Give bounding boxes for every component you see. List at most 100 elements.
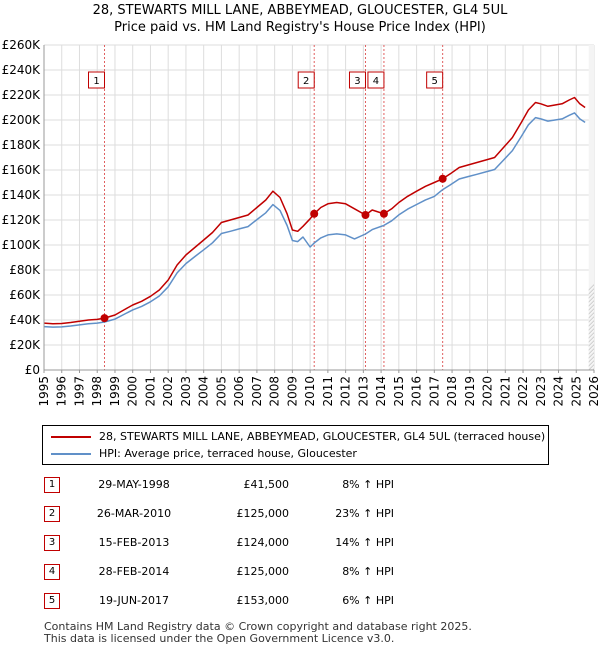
y-tick-label: £120K [2,213,42,227]
footer-licence: This data is licensed under the Open Gov… [44,632,395,645]
sale-label-box [367,71,385,89]
x-tick-label: 2007 [250,376,264,407]
table-row: 5 19-JUN-2017 £153,000 6% ↑ HPI [44,586,394,615]
sale-date: 19-JUN-2017 [98,594,170,607]
sale-label: 1 [93,76,99,87]
hatch-line [588,284,595,291]
sale-price: £153,000 [236,594,290,607]
x-tick-label: 1999 [108,376,122,407]
x-tick-label: 2008 [268,376,282,407]
x-tick-label: 2000 [126,376,140,407]
hatch-line [588,296,595,303]
hatch-line [588,312,595,319]
x-tick-label: 2025 [569,376,583,407]
future-region [588,45,594,370]
x-tick-label: 2014 [374,376,388,407]
sale-points [100,174,447,323]
x-tick-label: 2016 [410,376,424,407]
x-tick-label: 2009 [285,376,299,407]
sale-date: 15-FEB-2013 [98,536,170,549]
x-tick-label: 2004 [197,376,211,407]
y-tick-label: £180K [2,138,42,152]
sale-date: 29-MAY-1998 [98,478,170,491]
legend: 28, STEWARTS MILL LANE, ABBEYMEAD, GLOUC… [42,425,549,465]
x-tick-label: 2006 [232,376,246,407]
y-tick-label: £0 [25,363,40,377]
sale-point [438,174,447,183]
hatch-line [588,352,595,359]
hatch-line [588,288,595,295]
sale-number: 3 [44,534,60,551]
sale-price: £124,000 [236,536,290,549]
sale-number: 5 [44,592,60,609]
x-tick-label: 2018 [445,376,459,407]
x-tick-label: 2024 [552,376,566,407]
x-tick-label: 2010 [303,376,317,407]
x-tick-label: 2023 [534,376,548,407]
legend-label-hpi: HPI: Average price, terraced house, Glou… [99,447,357,460]
x-tick-label: 2005 [214,376,228,407]
x-tick-label: 2019 [463,376,477,407]
hpi-line [43,112,586,328]
hatch-line [588,344,595,351]
x-tick-label: 2013 [356,376,370,407]
y-tick-label: £240K [2,63,42,77]
sale-price: £125,000 [236,565,290,578]
grid [43,44,595,371]
sale-number: 2 [44,505,60,522]
x-tick-label: 2026 [587,376,600,407]
table-row: 3 15-FEB-2013 £124,000 14% ↑ HPI [44,528,394,557]
y-tick-label: £140K [2,188,42,202]
sale-hpi: 8% ↑ HPI [342,478,394,491]
x-tick-label: 1997 [72,376,86,407]
sale-number: 4 [44,563,60,580]
sale-date: 28-FEB-2014 [98,565,170,578]
legend-item-hpi: HPI: Average price, terraced house, Glou… [51,446,357,461]
footer: Contains HM Land Registry data © Crown c… [44,621,472,645]
sale-price: £41,500 [243,478,290,491]
x-tick-label: 2017 [427,376,441,407]
axes: £0 £20K £40K £60K £80K £100K £120K £140K £160K £1… [2,38,600,407]
y-tick-label: £40K [9,313,41,327]
sale-label: 5 [431,76,437,87]
sale-marker-lines [104,45,444,370]
y-tick-label: £160K [2,163,42,177]
sales-table: 1 29-MAY-1998 £41,500 8% ↑ HPI 2 26-MAR-… [44,470,394,615]
x-tick-label: 2021 [498,376,512,407]
hatch-line [588,348,595,355]
sale-label: 4 [373,76,379,87]
x-tick-label: 2012 [339,376,353,407]
x-tick-label: 2011 [321,376,335,407]
sale-label-box [348,71,366,89]
chart-subtitle: Price paid vs. HM Land Registry's House … [114,20,486,35]
property-line [43,96,586,325]
footer-copyright: Contains HM Land Registry data © Crown c… [44,620,472,633]
series-lines [43,96,586,328]
x-tick-label: 2002 [161,376,175,407]
legend-swatch-property [51,435,91,438]
x-tick-label: 2022 [516,376,530,407]
sale-label-box [88,71,105,89]
x-tick-label: 2001 [143,376,157,407]
hatch-line [588,340,595,347]
sale-price: £125,000 [236,507,290,520]
y-tick-label: £260K [2,38,42,52]
sale-hpi: 6% ↑ HPI [342,594,394,607]
y-tick-label: £100K [2,238,42,252]
sale-label-box [297,71,315,89]
sale-hpi: 23% ↑ HPI [335,507,394,520]
sale-point [310,209,319,218]
sale-hpi: 8% ↑ HPI [342,565,394,578]
x-tick-label: 2015 [392,376,406,407]
legend-label-property: 28, STEWARTS MILL LANE, ABBEYMEAD, GLOUC… [99,430,546,443]
sale-point [361,211,370,219]
sale-labels: 1 2 3 4 5 [88,71,444,89]
sale-label: 2 [303,76,309,87]
table-row: 1 29-MAY-1998 £41,500 8% ↑ HPI [44,470,394,499]
x-tick-label: 2020 [481,376,495,407]
table-row: 2 26-MAR-2010 £125,000 23% ↑ HPI [44,499,394,528]
x-tick-label: 1996 [55,376,69,407]
x-tick-label: 1995 [37,376,51,407]
y-tick-label: £60K [9,288,41,302]
